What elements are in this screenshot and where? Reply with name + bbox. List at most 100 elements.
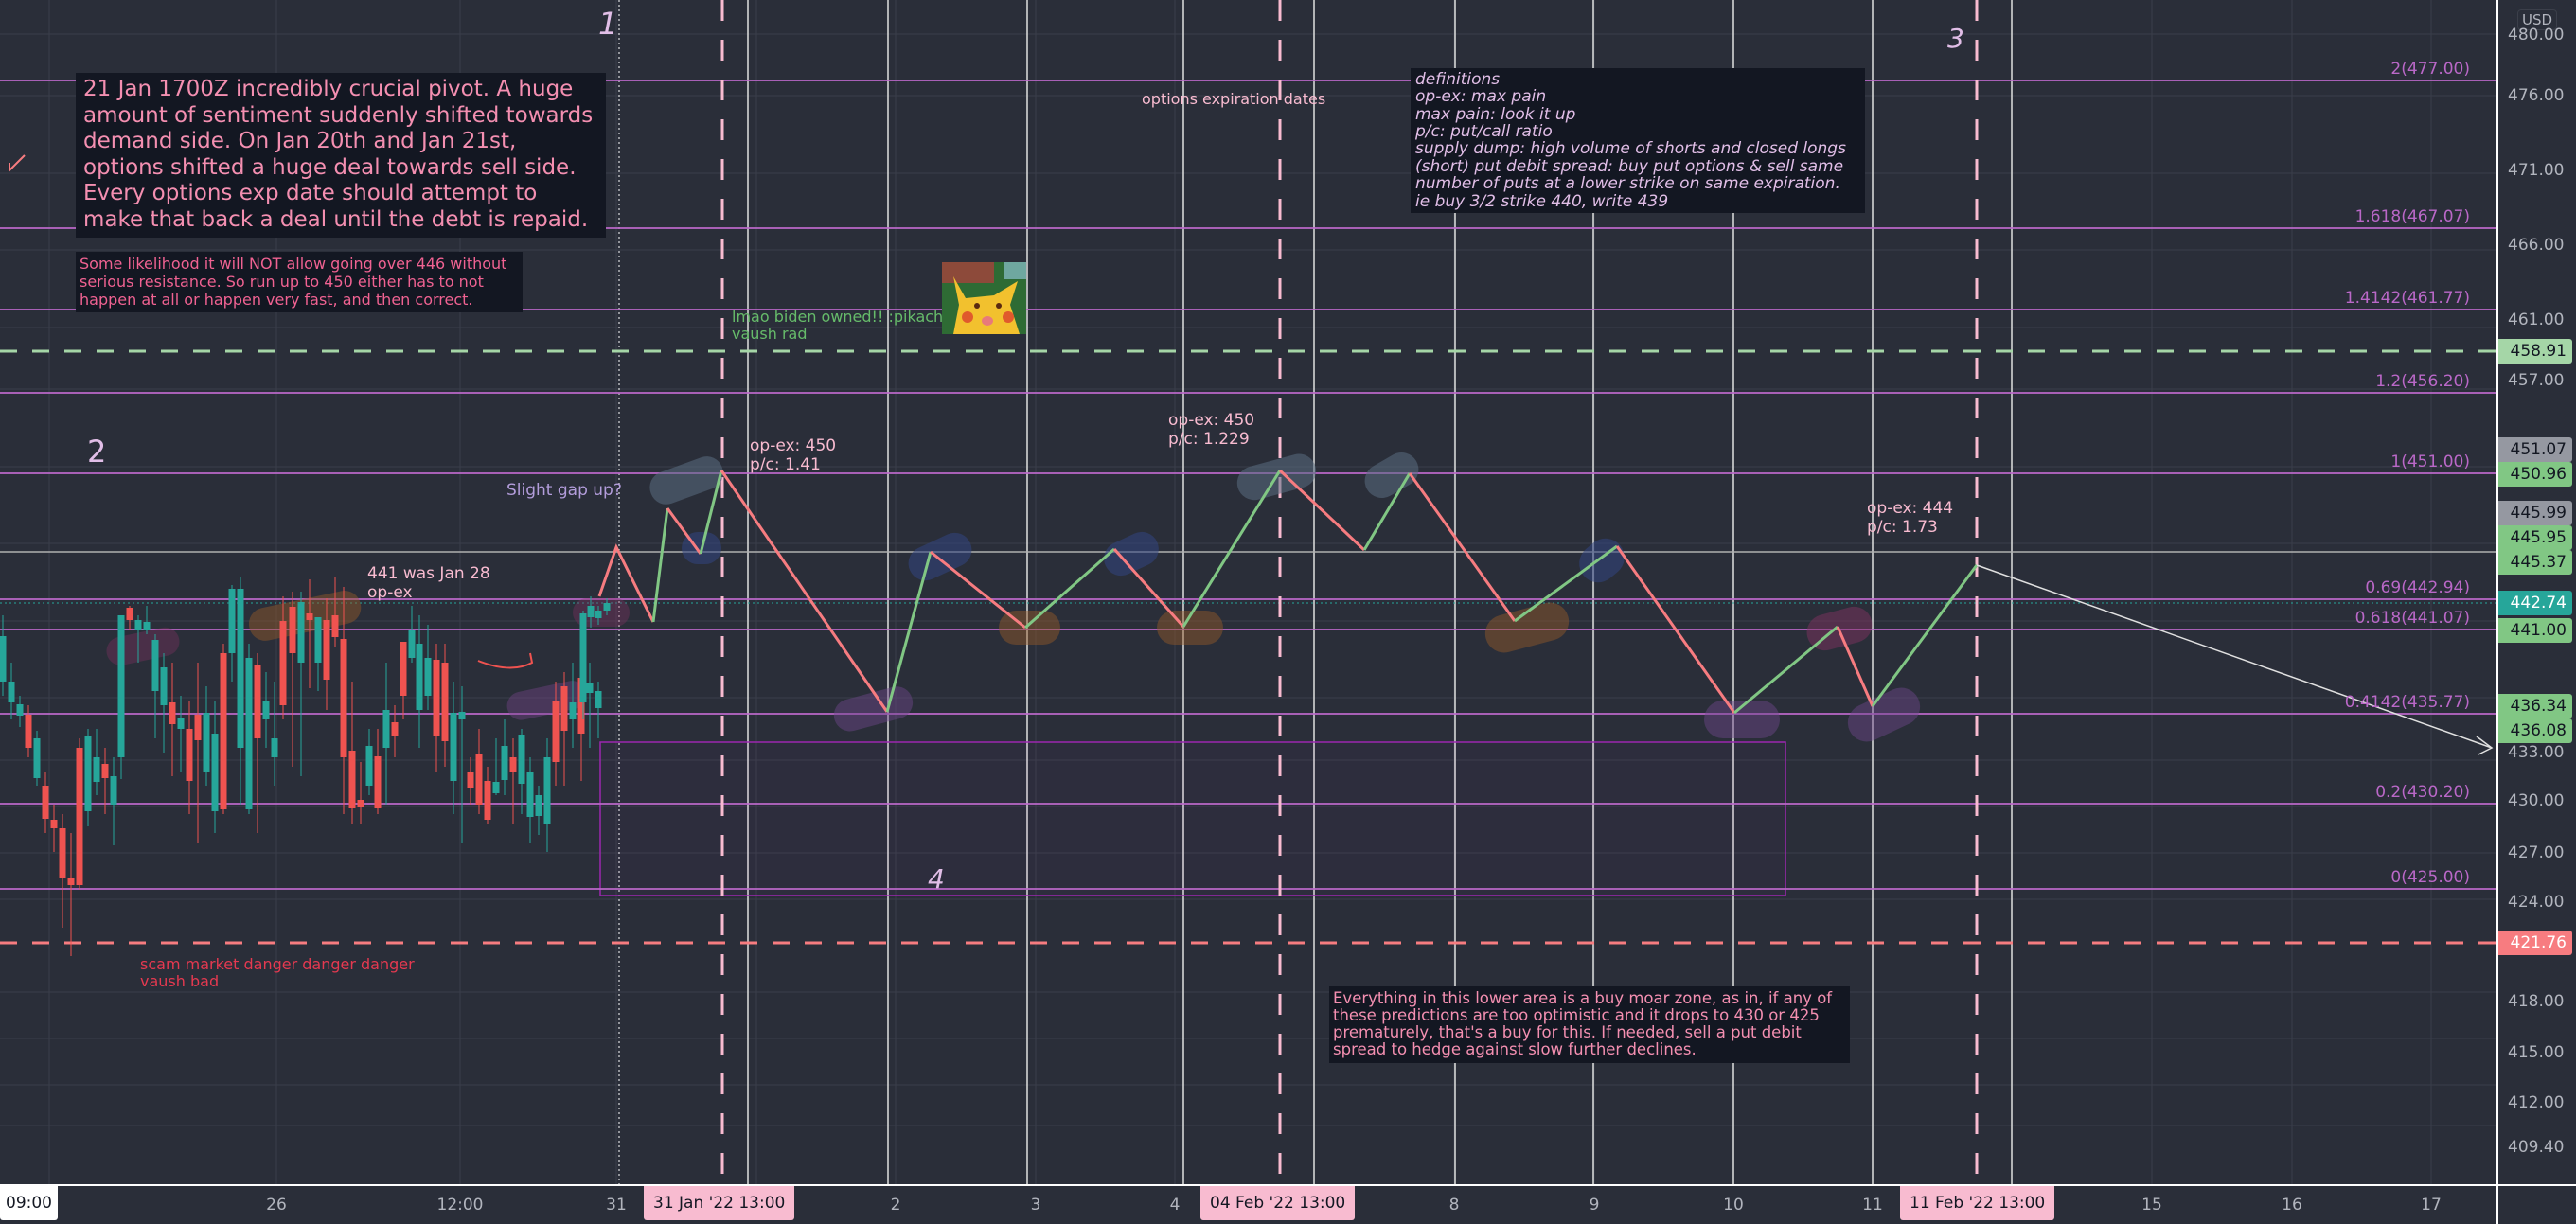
opex-1-pc: p/c: 1.41 <box>750 454 821 474</box>
fib-label: 1.2(456.20) <box>2375 372 2470 391</box>
time-label: 15 <box>2141 1196 2162 1215</box>
buy-zone-rectangle[interactable] <box>599 741 1786 896</box>
scam-line-2: vaush bad <box>140 972 220 991</box>
time-label: 17 <box>2421 1196 2442 1215</box>
opex-date-pill: 04 Feb '22 13:00 <box>1200 1186 1356 1220</box>
time-label: 12:00 <box>436 1196 484 1215</box>
opex-note-2[interactable]: op-ex: 450 p/c: 1.229 <box>1168 411 1255 449</box>
axis-corner <box>2496 1184 2576 1224</box>
price-axis[interactable]: USD 480.00 476.00 471.00 466.00 461.00 4… <box>2496 0 2576 1184</box>
time-label: 2 <box>890 1196 901 1215</box>
definitions-line: max pain: look it up <box>1415 104 1576 124</box>
biden-line-2: vaush rad <box>732 325 808 344</box>
jan28-line-1: 441 was Jan 28 <box>367 564 490 583</box>
price-tick: 471.00 <box>2508 161 2565 180</box>
fib-label: 1(451.00) <box>2390 452 2470 471</box>
fib-label: 0.2(430.20) <box>2375 783 2470 802</box>
price-tag: 441.00 <box>2498 618 2572 643</box>
fib-label: 0.4142(435.77) <box>2344 693 2470 712</box>
definitions-line: ie buy 3/2 strike 440, write 439 <box>1415 191 1669 211</box>
time-label-crosshair: 09:00 <box>0 1186 58 1220</box>
biden-text[interactable]: lmao biden owned!! :pikach vaush rad <box>732 308 944 344</box>
fib-label: 1.4142(461.77) <box>2344 289 2470 308</box>
price-tag: 451.07 <box>2498 437 2572 462</box>
pivot-note[interactable]: 21 Jan 1700Z incredibly crucial pivot. A… <box>76 73 606 238</box>
marker-2[interactable]: 2 <box>87 434 107 470</box>
time-label: 26 <box>266 1196 287 1215</box>
price-tag-red-dashed: 421.76 <box>2498 931 2572 955</box>
price-tick: 457.00 <box>2508 371 2565 390</box>
biden-line-1: lmao biden owned!! :pikach <box>732 308 944 326</box>
marker-1[interactable]: 1 <box>598 6 618 42</box>
gap-up-label[interactable]: Slight gap up? <box>506 481 622 500</box>
resistance-note[interactable]: Some likelihood it will NOT allow going … <box>76 252 523 312</box>
opex-2-pc: p/c: 1.229 <box>1168 429 1250 449</box>
price-tick: 418.00 <box>2508 992 2565 1011</box>
candlesticks <box>0 577 611 956</box>
jan28-line-2: op-ex <box>367 582 413 602</box>
definitions-line: op-ex: max pain <box>1415 87 1547 107</box>
price-tick: 424.00 <box>2508 893 2565 912</box>
fib-label: 0(425.00) <box>2390 868 2470 887</box>
definitions-line: number of puts at a lower strike on same… <box>1415 174 1840 194</box>
price-tick: 461.00 <box>2508 310 2565 329</box>
red-pointer-arrow-icon <box>477 652 534 669</box>
currency-label[interactable]: USD <box>2517 9 2558 30</box>
price-tick: 430.00 <box>2508 791 2565 810</box>
surprised-pikachu-image[interactable] <box>942 262 1026 334</box>
opex-3-pc: p/c: 1.73 <box>1867 517 1938 537</box>
lower-area-note[interactable]: Everything in this lower area is a buy m… <box>1329 986 1850 1063</box>
opex-date-pill: 31 Jan '22 13:00 <box>644 1186 795 1220</box>
fib-label: 0.69(442.94) <box>2365 578 2470 597</box>
price-tag-green-dashed: 458.91 <box>2498 339 2572 364</box>
time-label: 16 <box>2282 1196 2302 1215</box>
grid-lines <box>0 0 2496 1184</box>
jan28-label[interactable]: 441 was Jan 28 op-ex <box>367 564 490 602</box>
marker-4[interactable]: 4 <box>928 863 945 895</box>
opex-2-value: op-ex: 450 <box>1168 411 1255 430</box>
definitions-line: definitions <box>1415 70 1501 89</box>
price-tag: 436.34 <box>2498 694 2572 718</box>
chart-pane[interactable]: 21 Jan 1700Z incredibly crucial pivot. A… <box>0 0 2496 1184</box>
price-tick: 412.00 <box>2508 1093 2565 1112</box>
time-label: 4 <box>1169 1196 1181 1215</box>
opex-1-value: op-ex: 450 <box>750 436 837 455</box>
price-tag: 436.08 <box>2498 718 2572 743</box>
options-expiration-label[interactable]: options expiration dates <box>1142 90 1326 108</box>
opex-note-1[interactable]: op-ex: 450 p/c: 1.41 <box>750 436 837 474</box>
time-axis[interactable]: 09:00 26 12:00 31 31 Jan '22 13:00 2 3 4… <box>0 1184 2496 1224</box>
time-label: 10 <box>1723 1196 1744 1215</box>
definitions-line: supply dump: high volume of shorts and c… <box>1415 139 1846 159</box>
opex-note-3[interactable]: op-ex: 444 p/c: 1.73 <box>1867 499 1954 537</box>
price-tick: 409.40 <box>2508 1138 2565 1157</box>
time-label: 9 <box>1589 1196 1600 1215</box>
price-tick: 415.00 <box>2508 1043 2565 1062</box>
time-label: 8 <box>1448 1196 1460 1215</box>
definitions-line: p/c: put/call ratio <box>1415 122 1553 142</box>
price-tag: 445.37 <box>2498 550 2572 575</box>
price-tick: 433.00 <box>2508 743 2565 762</box>
fib-label: 2(477.00) <box>2390 60 2470 79</box>
scam-line-1: scam market danger danger danger <box>140 955 415 973</box>
price-tag: 445.99 <box>2498 501 2572 525</box>
scam-label[interactable]: scam market danger danger danger vaush b… <box>140 955 415 991</box>
down-left-arrow-icon <box>9 154 26 173</box>
definitions-line: (short) put debit spread: buy put option… <box>1415 156 1844 176</box>
price-tag: 450.96 <box>2498 462 2572 487</box>
last-price-tag: 442.74 <box>2498 591 2572 615</box>
price-tick: 466.00 <box>2508 236 2565 255</box>
trendline-arrowhead-icon <box>2476 736 2494 755</box>
price-tick: 476.00 <box>2508 86 2565 105</box>
price-tick: 427.00 <box>2508 843 2565 862</box>
time-label: 3 <box>1030 1196 1041 1215</box>
projection-zigzag[interactable] <box>597 469 1979 715</box>
fib-label: 0.618(441.07) <box>2354 609 2470 628</box>
fib-label: 1.618(467.07) <box>2354 207 2470 226</box>
opex-date-pill: 11 Feb '22 13:00 <box>1900 1186 2055 1220</box>
time-label: 31 <box>606 1196 627 1215</box>
price-tick: 480.00 <box>2508 26 2565 44</box>
definitions-note[interactable]: definitions op-ex: max pain max pain: lo… <box>1411 68 1865 213</box>
opex-3-value: op-ex: 444 <box>1867 499 1954 518</box>
projection-trendline[interactable] <box>1976 564 2493 749</box>
marker-3[interactable]: 3 <box>1947 23 1964 54</box>
